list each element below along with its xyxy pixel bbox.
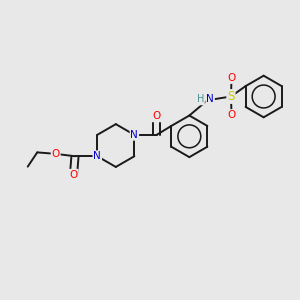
Text: O: O xyxy=(227,110,236,120)
Text: S: S xyxy=(227,90,235,103)
Text: O: O xyxy=(227,73,236,83)
Text: O: O xyxy=(69,170,78,180)
Text: O: O xyxy=(152,111,161,122)
Text: O: O xyxy=(52,149,60,159)
Text: H: H xyxy=(196,94,204,104)
Text: N: N xyxy=(130,130,138,140)
Text: N: N xyxy=(206,94,214,104)
Text: N: N xyxy=(93,151,101,161)
